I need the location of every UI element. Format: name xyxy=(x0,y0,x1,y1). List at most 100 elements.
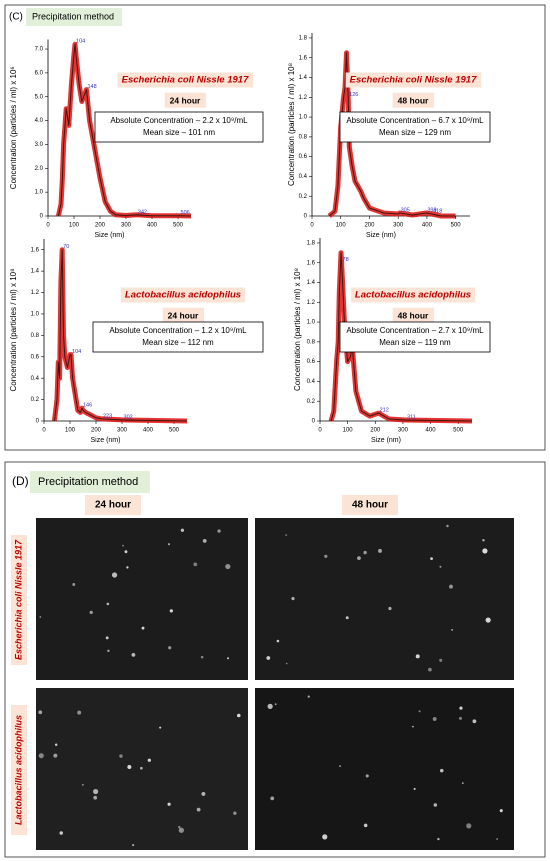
y-tick-label: 0.2 xyxy=(299,194,308,200)
x-tick-label: 200 xyxy=(364,223,375,229)
particle xyxy=(461,782,464,784)
particle xyxy=(168,646,172,650)
peak-label: 104 xyxy=(76,39,85,45)
particle xyxy=(227,657,230,660)
column-box xyxy=(342,495,398,515)
chart-subtitle: 48 hour xyxy=(398,310,429,320)
particle xyxy=(339,765,342,768)
particle xyxy=(106,602,110,606)
column-box xyxy=(85,495,141,515)
y-tick-label: 0.8 xyxy=(299,134,308,140)
x-tick-label: 500 xyxy=(453,428,464,434)
chart-title: Escherichia coli Nissle 1917 xyxy=(122,75,249,86)
particle xyxy=(217,529,221,533)
annotation-box xyxy=(92,321,264,353)
y-tick-label: 1.0 xyxy=(299,115,308,121)
row-box xyxy=(11,705,27,835)
particle xyxy=(180,528,185,532)
particle xyxy=(59,831,63,835)
annotation: Mean size – 129 nm xyxy=(379,128,451,137)
particle xyxy=(499,809,503,813)
particle xyxy=(193,562,198,567)
y-tick-label: 6.0 xyxy=(35,70,44,76)
panel-label: (C) xyxy=(9,12,23,23)
x-tick-label: 500 xyxy=(173,223,184,229)
particle xyxy=(388,606,392,611)
x-tick-label: 0 xyxy=(42,428,46,434)
peak-label: 78 xyxy=(343,257,349,263)
particle xyxy=(107,649,110,653)
data-line xyxy=(330,252,473,422)
x-tick-label: 400 xyxy=(426,428,437,434)
particle xyxy=(105,636,109,640)
particle xyxy=(458,716,463,720)
particle xyxy=(285,662,288,665)
particle xyxy=(322,834,328,840)
x-tick-label: 0 xyxy=(310,223,314,229)
label-box xyxy=(162,307,205,323)
particle xyxy=(72,583,76,586)
particle xyxy=(127,765,132,769)
label-box xyxy=(392,307,435,323)
y-axis-label: Concentration (particles / ml) x 10⁸ xyxy=(9,269,18,392)
particle xyxy=(274,703,277,706)
x-tick-label: 100 xyxy=(69,223,80,229)
y-tick-label: 1.0 xyxy=(307,320,316,326)
particle xyxy=(472,719,477,724)
label-box xyxy=(345,72,482,88)
particle xyxy=(266,656,271,660)
particle xyxy=(430,557,433,561)
y-tick-label: 0.6 xyxy=(299,154,308,160)
particle xyxy=(459,706,463,710)
particle xyxy=(485,617,491,623)
x-tick-label: 300 xyxy=(398,428,409,434)
label-box xyxy=(164,92,207,108)
particle xyxy=(324,554,328,558)
micrograph xyxy=(36,518,248,680)
x-tick-label: 300 xyxy=(117,428,128,434)
y-tick-label: 1.2 xyxy=(307,300,316,306)
particle xyxy=(449,584,453,589)
annotation-box xyxy=(339,321,491,353)
particle xyxy=(345,616,349,620)
x-tick-label: 0 xyxy=(318,428,322,434)
y-tick-label: 0.6 xyxy=(307,359,316,365)
chart-title: Lactobacillus acidophilus xyxy=(125,290,241,301)
row-label: Lactobacillus acidophilus xyxy=(13,715,23,825)
y-tick-label: 2.0 xyxy=(35,166,44,172)
particle xyxy=(159,726,162,729)
peak-label: 70 xyxy=(63,244,69,250)
column-label: 24 hour xyxy=(95,500,131,511)
x-tick-label: 100 xyxy=(336,223,347,229)
particle xyxy=(147,758,151,762)
y-tick-label: 0.2 xyxy=(307,399,316,405)
particle xyxy=(124,550,128,554)
particle xyxy=(363,823,368,828)
y-tick-label: 0.8 xyxy=(307,339,316,345)
micrograph xyxy=(255,518,514,680)
particle xyxy=(428,667,432,672)
particle xyxy=(54,743,58,747)
annotation: Absolute Concentration – 1.2 x 10⁹/mL xyxy=(109,326,247,335)
peak-label: 302 xyxy=(124,414,133,420)
particle xyxy=(38,710,43,715)
y-axis-label: Concentration (particles / ml) x 10⁸ xyxy=(293,268,302,391)
particle xyxy=(167,802,171,806)
y-tick-label: 1.8 xyxy=(299,36,308,42)
particle xyxy=(433,803,438,807)
particle xyxy=(233,811,237,815)
x-axis-label: Size (nm) xyxy=(371,437,401,444)
row-box xyxy=(11,535,27,665)
x-tick-label: 500 xyxy=(451,223,462,229)
x-tick-label: 200 xyxy=(370,428,381,434)
peak-label: 398 xyxy=(427,207,436,213)
y-tick-label: 0 xyxy=(36,419,40,425)
particle xyxy=(225,563,231,570)
x-tick-label: 200 xyxy=(91,428,102,434)
particle xyxy=(141,626,145,630)
particle xyxy=(439,768,444,773)
peak-label: 305 xyxy=(401,207,410,213)
y-tick-label: 1.8 xyxy=(307,241,316,247)
